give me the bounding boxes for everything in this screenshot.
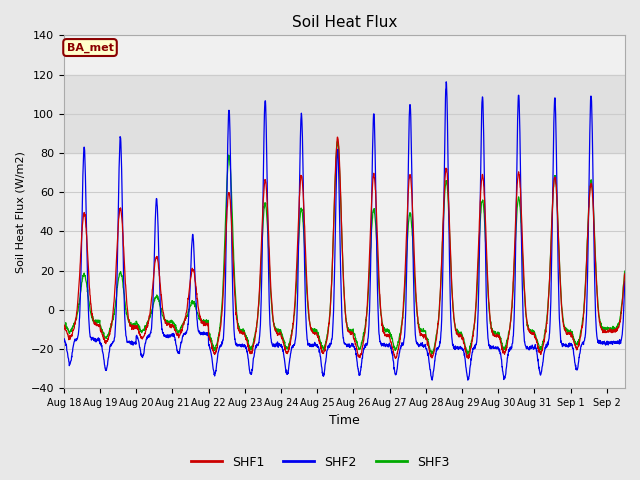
SHF2	[464, 377, 472, 383]
SHF1	[333, 134, 341, 140]
SHF1	[93, 322, 100, 327]
SHF2	[442, 79, 450, 84]
Y-axis label: Soil Heat Flux (W/m2): Soil Heat Flux (W/m2)	[15, 151, 25, 273]
SHF2	[60, 339, 68, 345]
SHF1	[465, 356, 472, 361]
SHF2	[412, 327, 419, 333]
SHF2	[621, 278, 628, 284]
SHF3	[429, 349, 436, 355]
SHF2	[348, 343, 355, 349]
SHF3	[333, 139, 341, 144]
Line: SHF3: SHF3	[64, 142, 625, 355]
Text: BA_met: BA_met	[67, 42, 113, 53]
SHF3	[535, 343, 543, 348]
SHF2	[93, 337, 100, 343]
Line: SHF1: SHF1	[64, 137, 625, 359]
X-axis label: Time: Time	[329, 414, 360, 427]
SHF3	[621, 268, 628, 274]
SHF3	[60, 321, 68, 327]
SHF1	[535, 349, 543, 355]
SHF2	[535, 364, 543, 370]
Legend: SHF1, SHF2, SHF3: SHF1, SHF2, SHF3	[186, 451, 454, 474]
SHF2	[428, 377, 436, 383]
SHF1	[621, 271, 628, 277]
SHF3	[412, 288, 419, 293]
SHF3	[348, 328, 356, 334]
SHF1	[60, 322, 68, 328]
SHF3	[93, 319, 100, 325]
Title: Soil Heat Flux: Soil Heat Flux	[292, 15, 397, 30]
SHF3	[428, 352, 435, 358]
SHF1	[412, 276, 419, 282]
SHF3	[602, 327, 609, 333]
SHF1	[602, 330, 609, 336]
Bar	[64, 74, 625, 153]
SHF1	[348, 331, 356, 336]
Line: SHF2: SHF2	[64, 82, 625, 380]
SHF1	[429, 354, 436, 360]
SHF2	[602, 342, 609, 348]
